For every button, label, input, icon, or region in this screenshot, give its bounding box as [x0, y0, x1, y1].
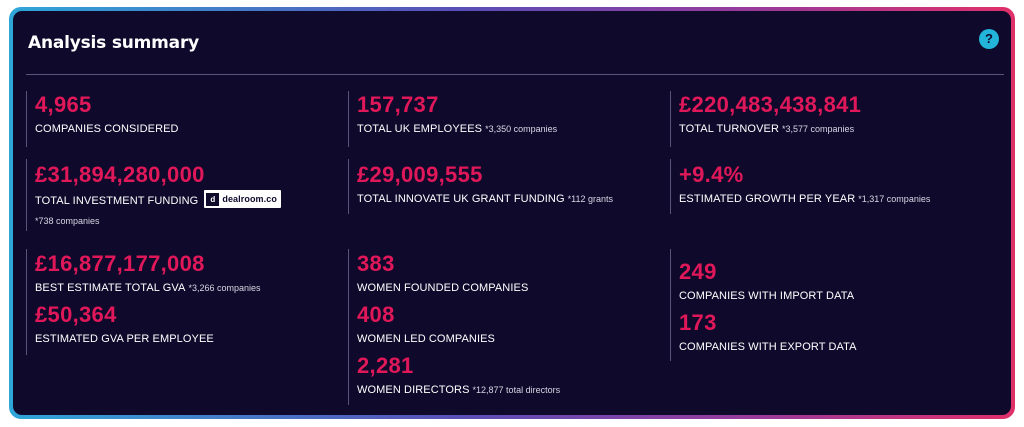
stat-label-text: WOMEN DIRECTORS [357, 384, 470, 396]
column-divider [670, 249, 671, 361]
stat-companies-considered: 4,965 COMPANIES CONSIDERED [35, 93, 179, 136]
stat-label: TOTAL INNOVATE UK GRANT FUNDING *112 gran… [357, 192, 613, 206]
stat-gva-per-employee: £50,364 ESTIMATED GVA PER EMPLOYEE [35, 303, 214, 346]
stat-value: £220,483,438,841 [679, 92, 862, 117]
stat-note: *3,577 companies [782, 124, 855, 134]
stat-uk-employees: 157,737 TOTAL UK EMPLOYEES *3,350 compani… [357, 93, 557, 136]
stat-label-text: TOTAL INVESTMENT FUNDING [35, 194, 199, 207]
dealroom-icon: d [206, 192, 220, 206]
help-icon[interactable]: ? [979, 29, 999, 49]
stat-growth: +9.4% ESTIMATED GROWTH PER YEAR *1,317 co… [679, 163, 930, 206]
stat-label-text: TOTAL TURNOVER [679, 123, 780, 135]
stat-value: 173 [679, 310, 717, 335]
stat-investment-funding: £31,894,280,000 TOTAL INVESTMENT FUNDING… [35, 163, 281, 226]
stat-value: 383 [357, 251, 395, 276]
column-divider [670, 159, 671, 214]
stat-label: WOMEN DIRECTORS *12,877 total directors [357, 383, 560, 397]
stat-label-text: TOTAL INNOVATE UK GRANT FUNDING [357, 193, 565, 205]
column-divider [26, 91, 27, 147]
column-divider [348, 249, 349, 405]
stat-label-text: TOTAL UK EMPLOYEES [357, 123, 483, 135]
stat-label: ESTIMATED GROWTH PER YEAR *1,317 companie… [679, 192, 930, 206]
stat-label: COMPANIES WITH EXPORT DATA [679, 341, 857, 353]
stat-label: WOMEN FOUNDED COMPANIES [357, 282, 529, 294]
stat-value: £50,364 [35, 302, 117, 327]
stat-women-led: 408 WOMEN LED COMPANIES [357, 303, 495, 346]
stat-gva: £16,877,177,008 BEST ESTIMATE TOTAL GVA *… [35, 252, 261, 295]
dealroom-logo[interactable]: d dealroom.co [204, 190, 281, 208]
stat-label: BEST ESTIMATE TOTAL GVA *3,266 companies [35, 281, 261, 295]
stat-value: £29,009,555 [357, 162, 483, 187]
panel-title: Analysis summary [28, 33, 200, 53]
analysis-summary-panel: Analysis summary ? 4,965 COMPANIES CONSI… [13, 11, 1011, 415]
stat-value: +9.4% [679, 162, 744, 187]
stat-import-data: 249 COMPANIES WITH IMPORT DATA [679, 260, 854, 303]
stat-turnover: £220,483,438,841 TOTAL TURNOVER *3,577 co… [679, 93, 861, 136]
column-divider [26, 249, 27, 355]
analysis-summary-panel-border: Analysis summary ? 4,965 COMPANIES CONSI… [9, 7, 1015, 419]
stat-label: TOTAL TURNOVER *3,577 companies [679, 122, 861, 136]
stat-label: COMPANIES WITH IMPORT DATA [679, 290, 855, 302]
stat-label: WOMEN LED COMPANIES [357, 333, 495, 345]
dealroom-logo-text: dealroom.co [222, 194, 277, 204]
stat-value: 4,965 [35, 92, 92, 117]
stat-note: *12,877 total directors [472, 385, 561, 395]
stat-note: *3,350 companies [485, 124, 558, 134]
stat-value: £16,877,177,008 [35, 251, 205, 276]
column-divider [348, 159, 349, 214]
stat-note: *112 grants [567, 194, 614, 204]
stat-note: *1,317 companies [858, 194, 931, 204]
stat-export-data: 173 COMPANIES WITH EXPORT DATA [679, 311, 857, 354]
stat-label: TOTAL UK EMPLOYEES *3,350 companies [357, 122, 557, 136]
stat-value: £31,894,280,000 [35, 162, 205, 187]
column-divider [348, 91, 349, 147]
stat-label: ESTIMATED GVA PER EMPLOYEE [35, 333, 214, 345]
stat-label-text: ESTIMATED GROWTH PER YEAR [679, 193, 856, 205]
header-divider [26, 74, 1004, 75]
column-divider [670, 91, 671, 147]
stat-women-founded: 383 WOMEN FOUNDED COMPANIES [357, 252, 528, 295]
column-divider [26, 159, 27, 231]
stat-note: *738 companies [35, 216, 100, 226]
stat-note: *3,266 companies [188, 283, 261, 293]
stat-women-directors: 2,281 WOMEN DIRECTORS *12,877 total direc… [357, 354, 560, 397]
stat-value: 157,737 [357, 92, 439, 117]
stat-innovate-funding: £29,009,555 TOTAL INNOVATE UK GRANT FUND… [357, 163, 613, 206]
stat-value: 249 [679, 259, 717, 284]
stat-label: TOTAL INVESTMENT FUNDING d dealroom.co [35, 190, 281, 210]
stat-label: COMPANIES CONSIDERED [35, 123, 179, 135]
stat-value: 408 [357, 302, 395, 327]
stat-value: 2,281 [357, 353, 414, 378]
stat-label-text: BEST ESTIMATE TOTAL GVA [35, 282, 186, 294]
